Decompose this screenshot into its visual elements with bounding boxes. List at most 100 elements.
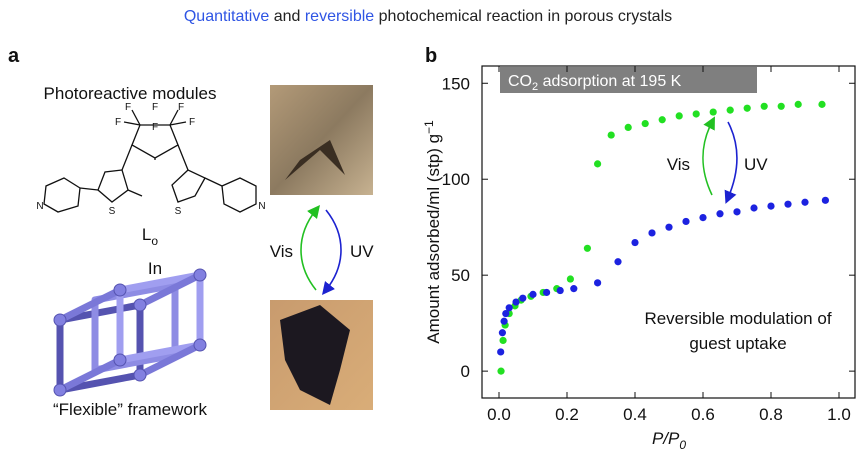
point xyxy=(594,279,601,286)
point xyxy=(497,348,504,355)
uv-label: UV xyxy=(350,242,374,261)
vis-arrow xyxy=(301,210,316,290)
atom: F xyxy=(152,102,158,113)
x-tick-label: 1.0 xyxy=(827,405,851,424)
atom: N xyxy=(36,201,43,212)
ligand-main: L xyxy=(142,225,151,244)
atom: S xyxy=(175,206,182,217)
ligand-sub: o xyxy=(151,234,158,248)
metal-label: In xyxy=(148,259,162,278)
vis-label: Vis xyxy=(667,155,690,174)
atom: F xyxy=(152,122,158,133)
point xyxy=(608,131,615,138)
note: guest uptake xyxy=(689,334,786,353)
point xyxy=(822,197,829,204)
figure: Quantitative and reversible photochemica… xyxy=(0,0,857,451)
framework-label: “Flexible” framework xyxy=(53,400,207,419)
y-label-sup: −1 xyxy=(422,120,436,134)
point xyxy=(744,105,751,112)
y-tick-label: 100 xyxy=(442,170,470,189)
vis-label: Vis xyxy=(270,242,293,261)
uv-arrow xyxy=(728,122,737,198)
point xyxy=(795,101,802,108)
heading: Photoreactive modules xyxy=(44,84,217,103)
point xyxy=(750,204,757,211)
x-tick-label: 0.0 xyxy=(487,405,511,424)
vis-arrow xyxy=(703,122,712,195)
point xyxy=(818,101,825,108)
point xyxy=(665,224,672,231)
y-label-main: Amount adsorbed/ml (stp) g xyxy=(424,134,443,344)
y-tick-label: 50 xyxy=(451,266,470,285)
point xyxy=(699,214,706,221)
point xyxy=(778,103,785,110)
point xyxy=(557,287,564,294)
x-label-main: P/P xyxy=(652,429,680,448)
atom: F xyxy=(115,117,121,128)
point xyxy=(567,275,574,282)
x-axis-label: P/P0 xyxy=(652,429,686,451)
title-part: reversible xyxy=(305,8,374,25)
atom: F xyxy=(189,117,195,128)
atom: F xyxy=(125,102,131,113)
photo-before xyxy=(270,85,373,195)
title-part: photochemical reaction in porous crystal… xyxy=(374,8,672,25)
point xyxy=(733,208,740,215)
point xyxy=(659,116,666,123)
panel-label: b xyxy=(425,45,437,67)
point xyxy=(506,304,513,311)
y-tick-label: 150 xyxy=(442,74,470,93)
note: Reversible modulation of xyxy=(644,309,831,328)
x-label-sub: 0 xyxy=(679,438,686,451)
ligand-label: Lo xyxy=(142,225,158,248)
point xyxy=(501,318,508,325)
point xyxy=(519,295,526,302)
point xyxy=(801,199,808,206)
point xyxy=(625,124,632,131)
x-tick-label: 0.6 xyxy=(691,405,715,424)
figure-title: Quantitative and reversible photochemica… xyxy=(184,8,672,25)
point xyxy=(727,107,734,114)
point xyxy=(594,160,601,167)
uv-label: UV xyxy=(744,155,768,174)
point xyxy=(784,201,791,208)
page: Quantitative and reversible photochemica… xyxy=(0,0,857,451)
x-tick-label: 0.8 xyxy=(759,405,783,424)
point xyxy=(631,239,638,246)
point xyxy=(499,329,506,336)
point xyxy=(710,108,717,115)
framework-drawing xyxy=(60,275,200,390)
uv-arrow xyxy=(326,210,341,290)
y-tick-label: 0 xyxy=(461,362,470,381)
point xyxy=(767,202,774,209)
atom: S xyxy=(109,206,116,217)
title-part: Quantitative xyxy=(184,8,269,25)
plot: b CO2 adsorption at 195 K Vis UV Reversi… xyxy=(422,45,855,451)
plot-frame xyxy=(482,66,855,398)
title-part: and xyxy=(269,8,305,25)
point xyxy=(584,245,591,252)
point xyxy=(642,120,649,127)
y-axis-label: Amount adsorbed/ml (stp) g−1 xyxy=(422,120,443,344)
point xyxy=(529,291,536,298)
atom: F xyxy=(178,102,184,113)
point xyxy=(497,368,504,375)
molecule xyxy=(44,110,256,212)
point xyxy=(543,289,550,296)
point xyxy=(614,258,621,265)
point xyxy=(676,112,683,119)
point xyxy=(512,298,519,305)
point xyxy=(570,285,577,292)
point xyxy=(499,337,506,344)
x-tick-label: 0.4 xyxy=(623,405,647,424)
annotation-part: CO xyxy=(508,73,532,90)
panel-label: a xyxy=(8,45,20,67)
point xyxy=(682,218,689,225)
point xyxy=(648,229,655,236)
atoms: F F F F F F N S S N xyxy=(36,102,265,217)
point xyxy=(716,210,723,217)
annotation-part: adsorption at 195 K xyxy=(538,73,682,90)
atom: N xyxy=(258,201,265,212)
point xyxy=(761,103,768,110)
x-tick-label: 0.2 xyxy=(555,405,579,424)
